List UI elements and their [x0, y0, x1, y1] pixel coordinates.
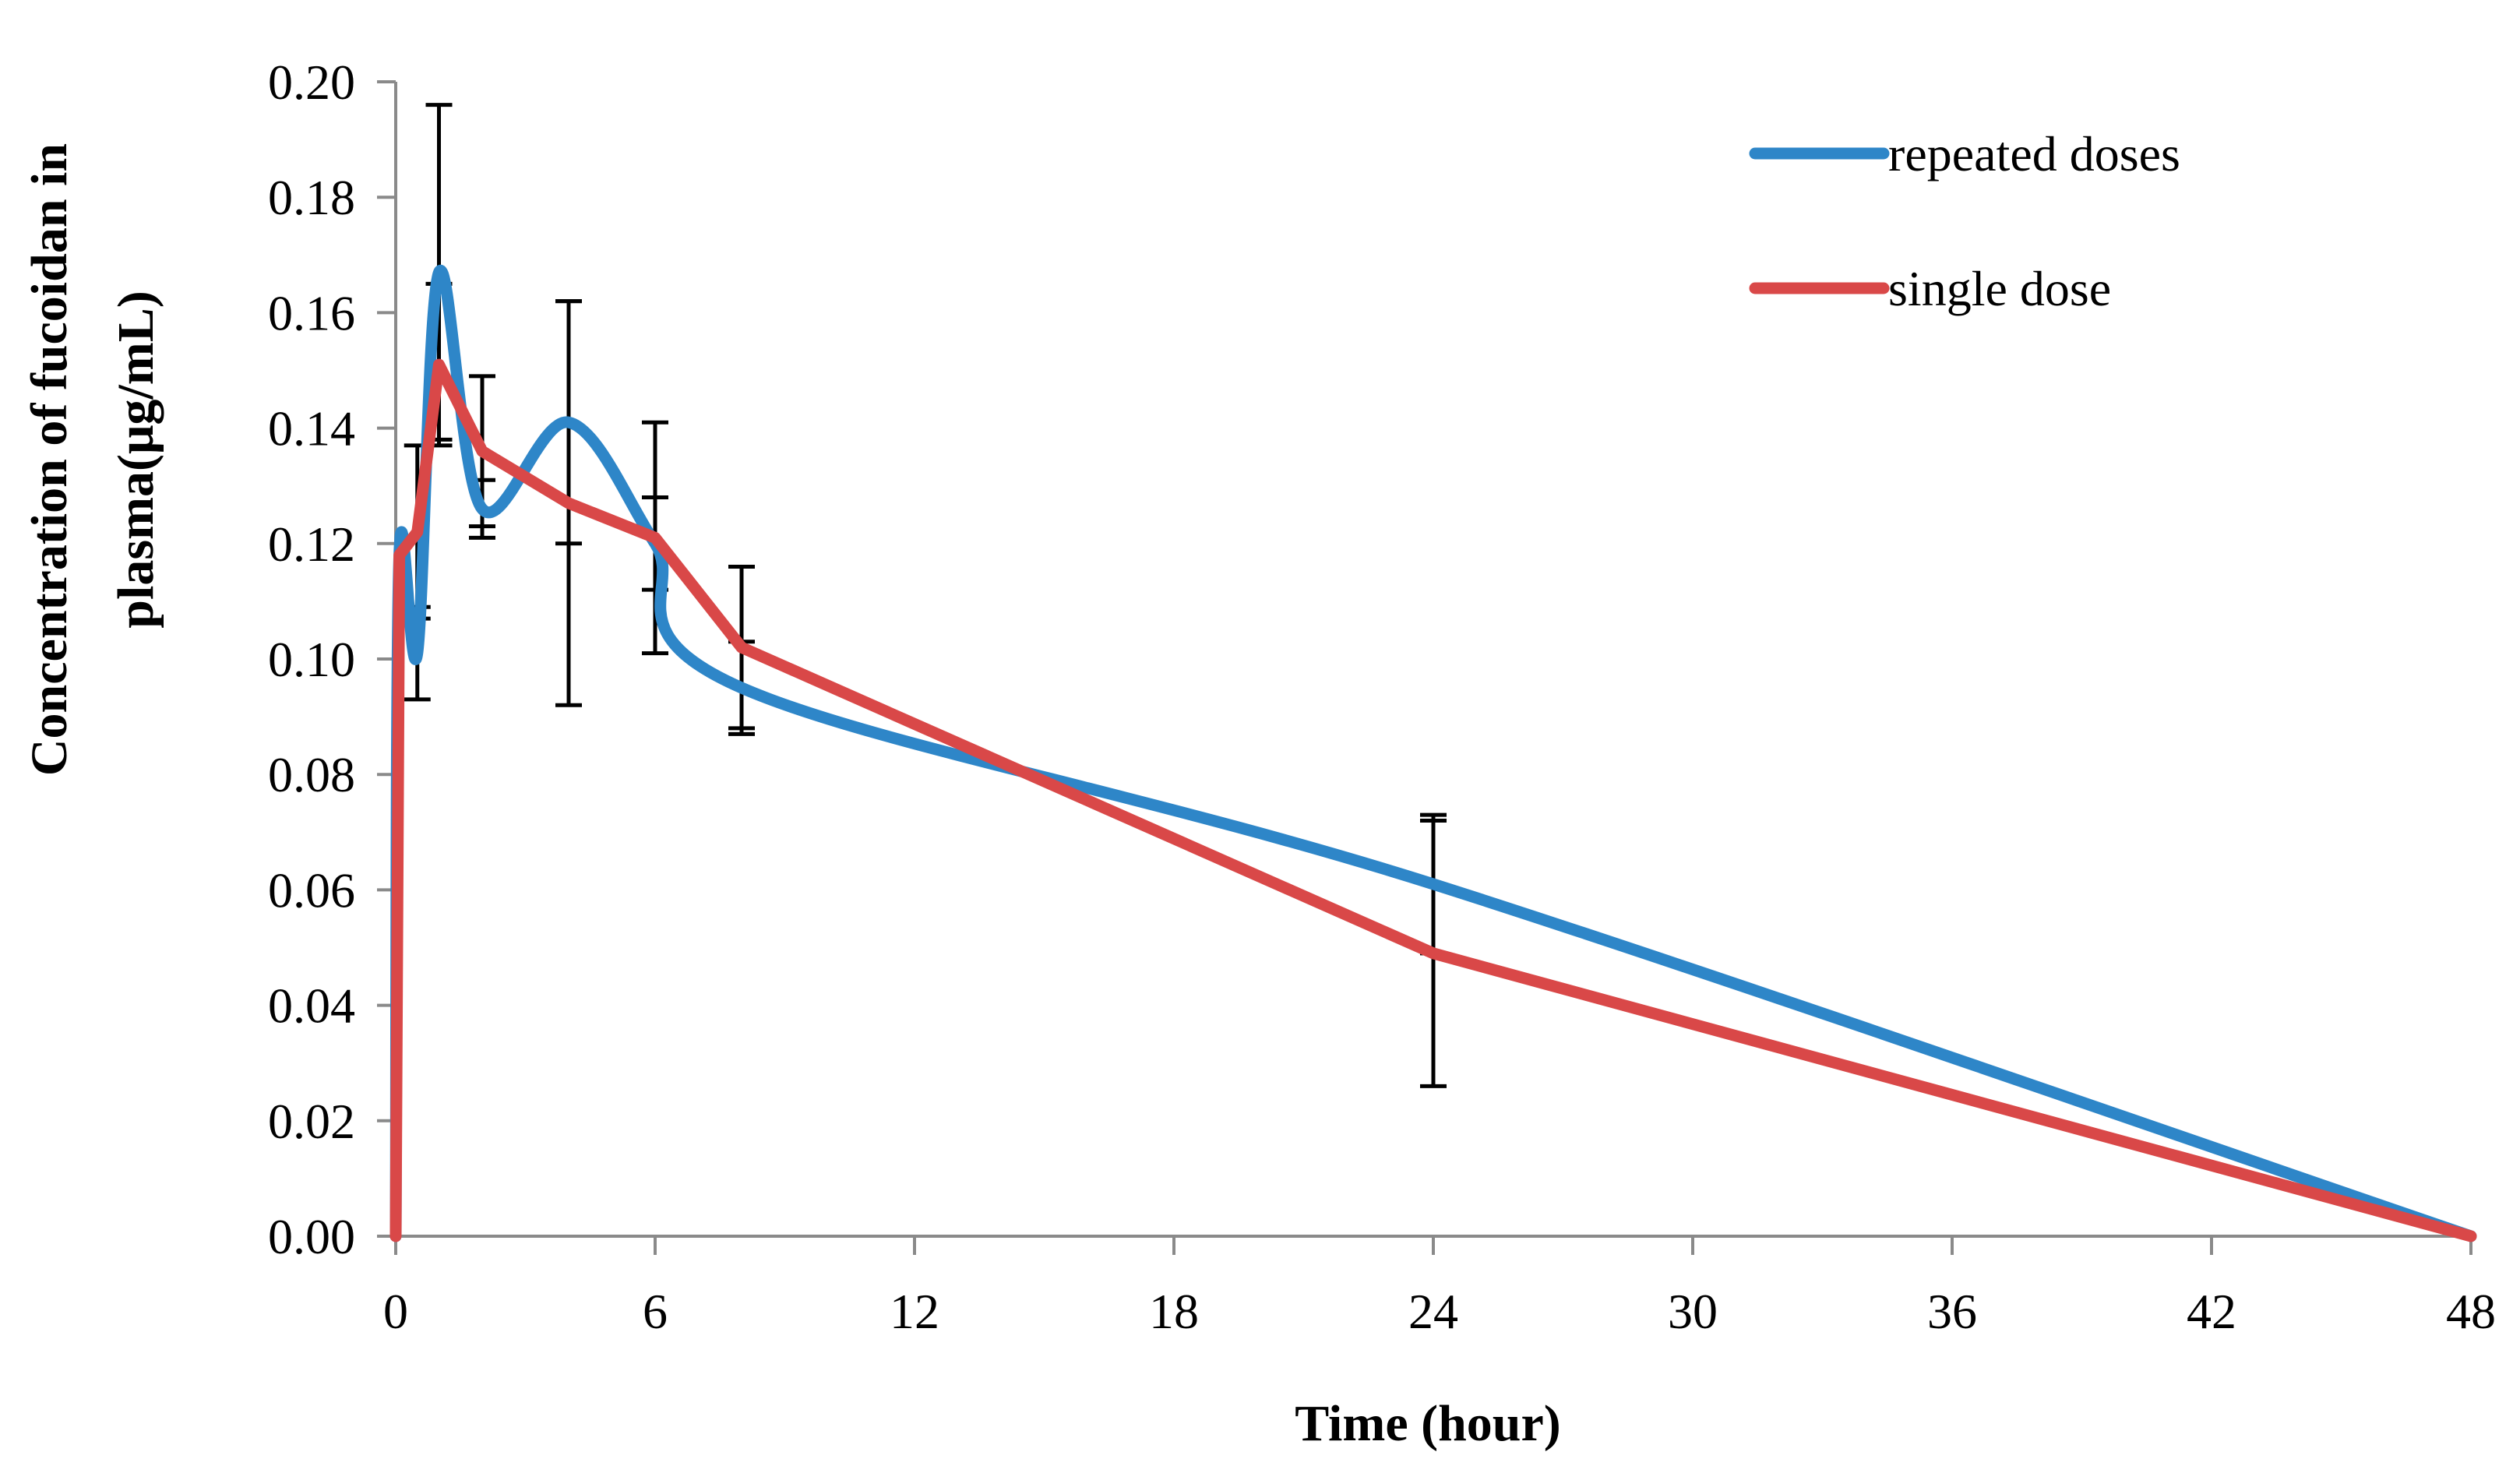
legend: repeated doses single dose: [1749, 126, 2180, 316]
legend-label-repeated-doses: repeated doses: [1888, 126, 2180, 181]
x-tick-label: 18: [1149, 1284, 1199, 1339]
error-bars: [404, 103, 1447, 1088]
series-line-single-dose: [389, 358, 2477, 1242]
y-tick-label: 0.10: [268, 632, 355, 687]
series-lines: [389, 264, 2477, 1242]
y-tick-label: 0.08: [268, 747, 355, 802]
y-axis-title-line-1: Concentration of fucoidan in: [21, 143, 78, 776]
axes: [377, 80, 2472, 1255]
y-axis-title-line-2: plasma(μg/mL): [107, 291, 164, 628]
y-tick-label: 0.12: [268, 516, 355, 572]
y-tick-label: 0.16: [268, 285, 355, 340]
x-tick-label: 0: [383, 1284, 408, 1339]
y-tick-label: 0.06: [268, 862, 355, 918]
y-tick-label: 0.00: [268, 1209, 355, 1264]
tick-labels: 0.00 0.02 0.04 0.06 0.08 0.10 0.12 0.14 0.16 0.18…: [268, 55, 2496, 1339]
x-tick-label: 24: [1408, 1284, 1458, 1339]
x-tick-label: 12: [890, 1284, 939, 1339]
y-tick-label: 0.18: [268, 170, 355, 225]
x-tick-label: 48: [2446, 1284, 2496, 1339]
x-tick-label: 42: [2187, 1284, 2236, 1339]
series-line-repeated-doses: [389, 264, 2477, 1242]
x-axis-title: Time (hour): [1295, 1395, 1561, 1452]
legend-label-single-dose: single dose: [1888, 261, 2111, 316]
y-tick-label: 0.02: [268, 1094, 355, 1149]
y-tick-label: 0.04: [268, 978, 355, 1034]
y-axis-title: Concentration of fucoidan in plasma(μg/m…: [21, 143, 164, 776]
x-tick-label: 36: [1927, 1284, 1977, 1339]
x-tick-label: 6: [643, 1284, 668, 1339]
y-tick-label: 0.14: [268, 401, 355, 456]
x-tick-label: 30: [1668, 1284, 1718, 1339]
y-tick-label: 0.20: [268, 55, 355, 110]
